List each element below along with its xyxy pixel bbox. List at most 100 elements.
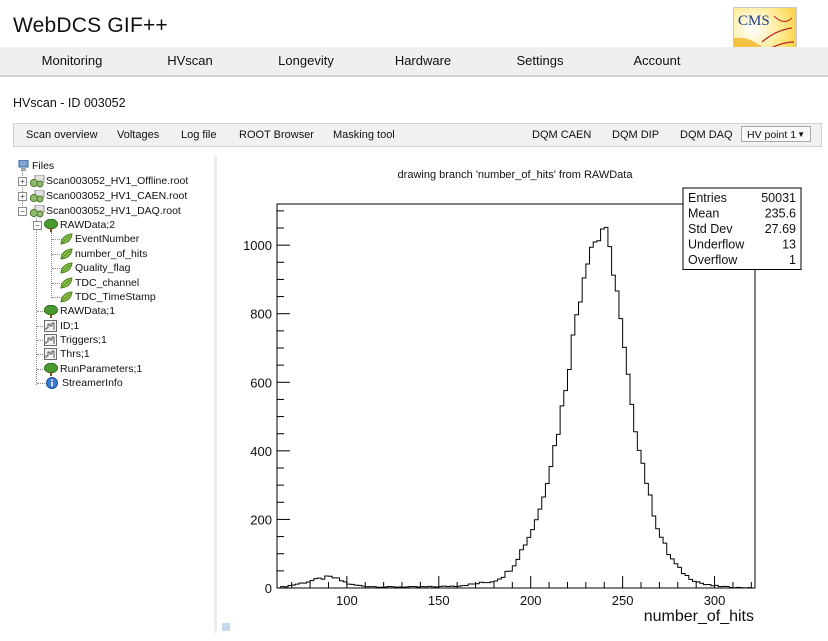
y-tick-label: 0 xyxy=(265,581,272,596)
hv-point-select-value: HV point 1 xyxy=(747,129,797,141)
stats-value: 235.6 xyxy=(765,207,796,221)
tree-label: number_of_hits xyxy=(75,248,148,260)
stats-box-frame xyxy=(682,187,802,270)
y-tick-label: 400 xyxy=(250,444,272,459)
root-browser-button[interactable]: ROOT Browser xyxy=(239,129,314,141)
info-icon xyxy=(46,377,58,389)
tree-label: ID;1 xyxy=(60,320,80,332)
tree-label: Scan003052_HV1_Offline.root xyxy=(46,175,189,187)
y-axis: 0 200 400 600 800 1000 xyxy=(243,210,290,596)
tree-branch-tdc-channel[interactable]: TDC_channel xyxy=(14,276,214,290)
histogram-canvas: drawing branch 'number_of_hits' from RAW… xyxy=(218,155,828,635)
tree-file-offline[interactable]: + Scan003052_HV1_Offline.root xyxy=(14,174,214,188)
y-tick-label: 800 xyxy=(250,307,272,322)
nav-hvscan[interactable]: HVscan xyxy=(167,53,213,68)
ttree-icon xyxy=(44,219,58,232)
branch-leaf-icon xyxy=(60,291,73,303)
stats-box: Entries 50031 Mean 235.6 Std Dev 27.69 Underfl… xyxy=(682,187,802,270)
chevron-down-icon: ▼ xyxy=(797,130,805,139)
scan-toolbar: Scan overview Voltages Log file ROOT Bro… xyxy=(13,123,822,147)
hv-point-select[interactable]: HV point 1 ▼ xyxy=(741,126,811,142)
expand-icon[interactable]: + xyxy=(18,177,27,186)
stats-label: Overflow xyxy=(688,253,738,267)
tree-hist-thrs[interactable]: Thrs;1 xyxy=(14,347,214,361)
tree-branch-tdc-timestamp[interactable]: TDC_TimeStamp xyxy=(14,290,214,304)
nav-monitoring[interactable]: Monitoring xyxy=(41,53,103,68)
tree-label: TDC_TimeStamp xyxy=(75,291,156,303)
root-file-icon xyxy=(30,175,45,188)
branch-leaf-icon xyxy=(60,233,73,245)
tree-branch-quality-flag[interactable]: Quality_flag xyxy=(14,261,214,275)
tree-file-caen[interactable]: + Scan003052_HV1_CAEN.root xyxy=(14,189,214,203)
logo-text: CMS xyxy=(738,13,770,29)
histogram-icon xyxy=(44,320,57,332)
y-tick-label: 1000 xyxy=(243,238,272,253)
tree-label: Scan003052_HV1_CAEN.root xyxy=(46,190,188,202)
tree-label: Triggers;1 xyxy=(60,334,107,346)
x-tick-label: 250 xyxy=(612,593,634,608)
tree-streamer-info[interactable]: StreamerInfo xyxy=(14,376,214,390)
resize-handle[interactable] xyxy=(222,623,230,631)
tree-rawdata-2[interactable]: − RAWData;2 xyxy=(14,218,214,232)
x-axis-label: number_of_hits xyxy=(644,608,754,625)
collapse-icon[interactable]: − xyxy=(18,207,27,216)
nav-hardware[interactable]: Hardware xyxy=(394,53,452,68)
panel-splitter[interactable] xyxy=(214,155,217,633)
x-tick-label: 150 xyxy=(428,593,450,608)
x-tick-label: 300 xyxy=(704,593,726,608)
tree-label: StreamerInfo xyxy=(62,377,123,389)
tree-label: Scan003052_HV1_DAQ.root xyxy=(46,205,181,217)
file-tree: Files + Scan003052_HV1_Offline.root + Sc… xyxy=(14,156,214,626)
tree-hist-id[interactable]: ID;1 xyxy=(14,319,214,333)
histogram-icon xyxy=(44,334,57,346)
stats-label: Mean xyxy=(688,207,719,221)
tree-label: Quality_flag xyxy=(75,262,131,274)
ttree-icon xyxy=(44,363,58,376)
x-axis: 100 150 200 250 300 xyxy=(291,576,752,608)
dqm-dip-button[interactable]: DQM DIP xyxy=(612,129,660,141)
tree-label: EventNumber xyxy=(75,233,140,245)
expand-icon[interactable]: + xyxy=(18,192,27,201)
x-tick-label: 200 xyxy=(520,593,542,608)
root-file-icon xyxy=(30,190,45,203)
tree-label: RAWData;2 xyxy=(60,219,116,231)
nav-settings[interactable]: Settings xyxy=(516,53,564,68)
tree-files-root[interactable]: Files xyxy=(14,159,214,173)
nav-longevity[interactable]: Longevity xyxy=(278,53,334,68)
stats-label: Entries xyxy=(688,191,727,205)
log-file-button[interactable]: Log file xyxy=(181,129,217,141)
scan-overview-button[interactable]: Scan overview xyxy=(26,129,98,141)
voltages-button[interactable]: Voltages xyxy=(117,129,160,141)
chart-title: drawing branch 'number_of_hits' from RAW… xyxy=(398,169,634,181)
y-tick-label: 600 xyxy=(250,375,272,390)
nav-account[interactable]: Account xyxy=(633,53,681,68)
tree-label: TDC_channel xyxy=(75,277,140,289)
tree-branch-eventnumber[interactable]: EventNumber xyxy=(14,232,214,246)
main-nav: Monitoring HVscan Longevity Hardware Set… xyxy=(0,47,828,77)
plot-frame xyxy=(276,203,756,589)
page-title: HVscan - ID 003052 xyxy=(13,96,126,110)
tree-hist-triggers[interactable]: Triggers;1 xyxy=(14,333,214,347)
y-tick-label: 200 xyxy=(250,512,272,527)
tree-rawdata-1[interactable]: RAWData;1 xyxy=(14,304,214,318)
histogram-icon xyxy=(44,348,57,360)
histogram-series xyxy=(276,226,755,589)
ttree-icon xyxy=(44,305,58,318)
x-tick-label: 100 xyxy=(336,593,358,608)
stats-value: 1 xyxy=(789,253,796,267)
stats-value: 13 xyxy=(782,238,796,252)
branch-leaf-icon xyxy=(60,262,73,274)
tree-file-daq[interactable]: − Scan003052_HV1_DAQ.root xyxy=(14,204,214,218)
dqm-daq-button[interactable]: DQM DAQ xyxy=(680,129,733,141)
tree-branch-number-of-hits[interactable]: number_of_hits xyxy=(14,247,214,261)
dqm-caen-button[interactable]: DQM CAEN xyxy=(532,129,592,141)
tree-label: RunParameters;1 xyxy=(60,363,143,375)
stats-label: Std Dev xyxy=(688,222,733,236)
collapse-icon[interactable]: − xyxy=(33,221,42,230)
masking-tool-button[interactable]: Masking tool xyxy=(333,129,395,141)
tree-label: Files xyxy=(32,160,55,172)
tree-run-parameters[interactable]: RunParameters;1 xyxy=(14,362,214,376)
branch-leaf-icon xyxy=(60,248,73,260)
tree-label: Thrs;1 xyxy=(60,348,90,360)
app-title: WebDCS GIF++ xyxy=(13,14,168,37)
